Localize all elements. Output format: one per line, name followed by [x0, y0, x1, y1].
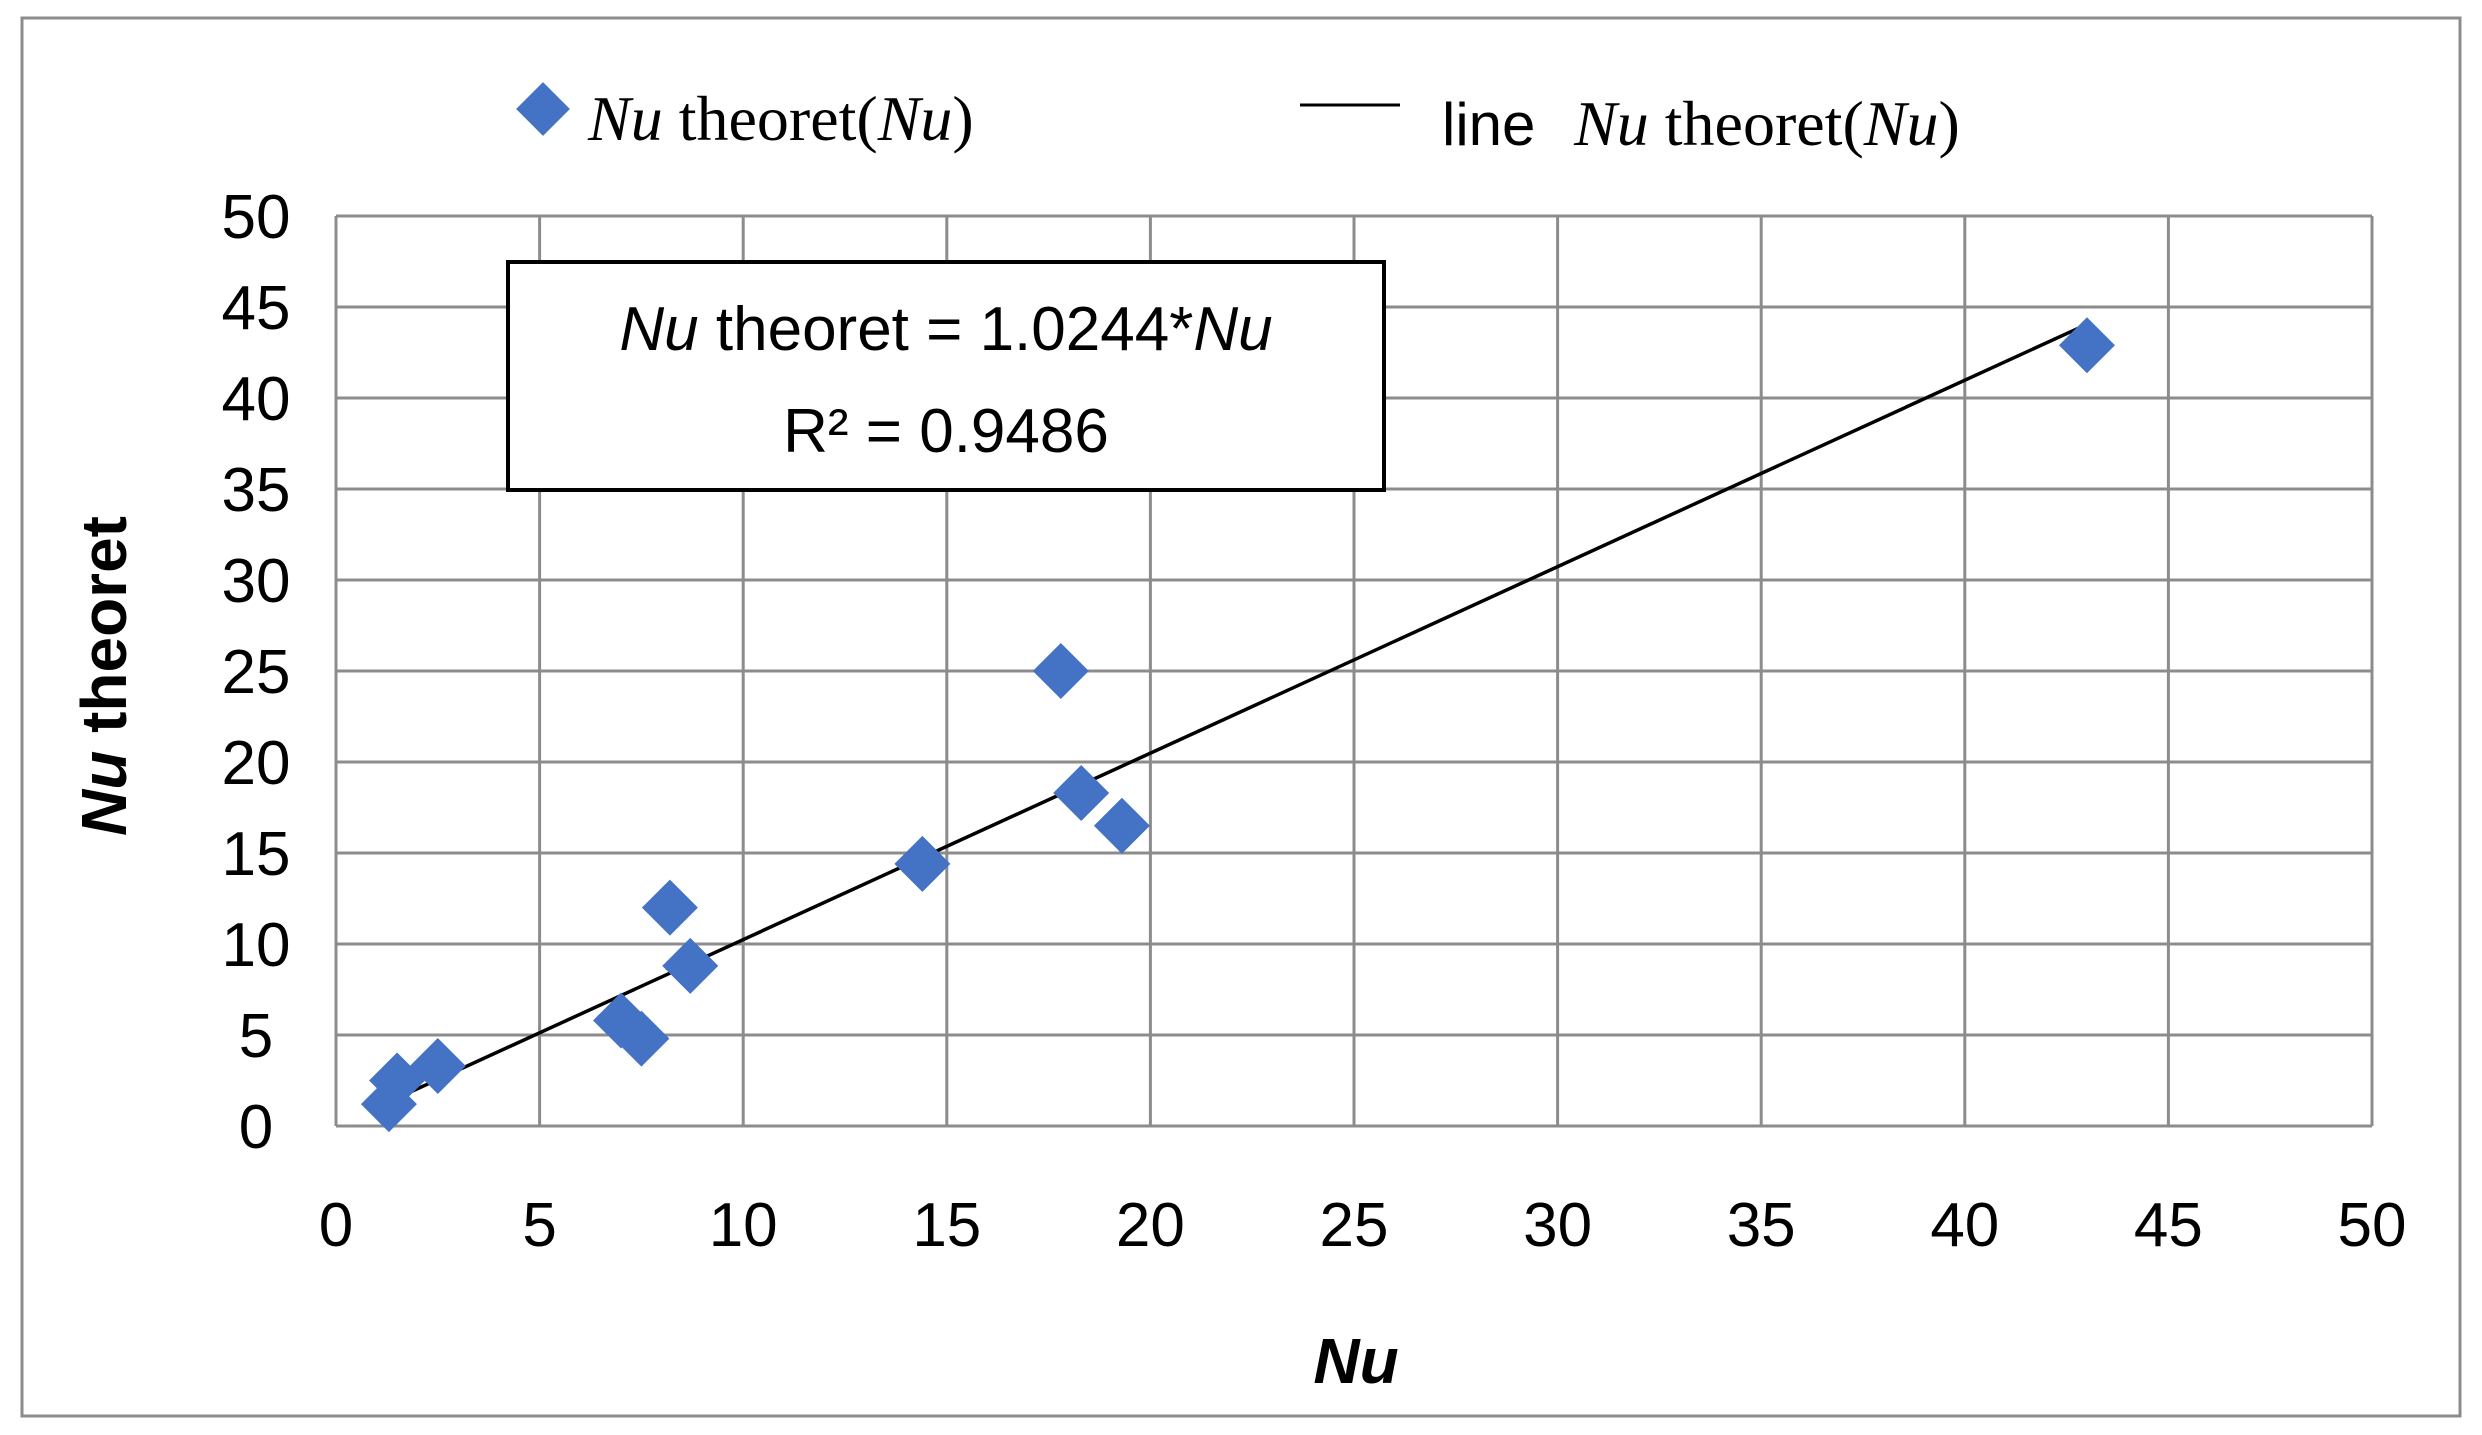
x-tick-label: 0: [319, 1191, 353, 1260]
x-tick-label: 45: [2134, 1191, 2203, 1260]
data-point: [2058, 317, 2115, 374]
x-tick-label: 5: [522, 1191, 556, 1260]
x-tick-label: 40: [1930, 1191, 1999, 1260]
x-tick-label: 20: [1116, 1191, 1185, 1260]
y-tick-label: 20: [222, 729, 291, 798]
legend-series1-label: Nu theoret(Nu): [587, 83, 974, 154]
x-tick-label: 35: [1727, 1191, 1796, 1260]
y-axis-title: Nu theoret: [68, 516, 140, 836]
chart-frame: [20, 16, 2462, 1418]
x-tick-labels: 0 5 10 15 20 25 30 35 40 45 50: [319, 1191, 2407, 1260]
y-tick-label: 50: [222, 183, 291, 252]
data-point: [641, 879, 698, 936]
data-point: [1053, 764, 1110, 821]
data-points: [360, 317, 2115, 1133]
equation-box: [506, 260, 1386, 492]
equation-text: Nu theoret = 1.0244*Nu: [619, 295, 1272, 364]
x-tick-label: 25: [1320, 1191, 1389, 1260]
r-squared-text: R² = 0.9486: [783, 397, 1109, 466]
y-tick-label: 15: [222, 820, 291, 889]
data-point: [409, 1037, 466, 1094]
y-tick-label: 35: [222, 456, 291, 525]
x-tick-label: 50: [2338, 1191, 2407, 1260]
y-tick-labels: 0 5 10 15 20 25 30 35 40 45 50: [222, 183, 291, 1162]
x-tick-label: 15: [912, 1191, 981, 1260]
legend-series2-label: line Nu theoret(Nu): [1442, 88, 1960, 159]
y-tick-label: 0: [239, 1093, 273, 1162]
x-axis-title: Nu: [1313, 1325, 1398, 1397]
x-tick-label: 30: [1523, 1191, 1592, 1260]
y-tick-label: 30: [222, 547, 291, 616]
data-point: [662, 937, 719, 994]
y-tick-label: 45: [222, 274, 291, 343]
y-tick-label: 25: [222, 638, 291, 707]
y-tick-label: 40: [222, 365, 291, 434]
data-point: [613, 1010, 670, 1067]
y-tick-label: 10: [222, 911, 291, 980]
legend: Nu theoret(Nu) line Nu theoret(Nu): [516, 82, 1960, 159]
equation-annotation: Nu theoret = 1.0244*Nu R² = 0.9486: [506, 260, 1386, 492]
x-tick-label: 10: [709, 1191, 778, 1260]
y-tick-label: 5: [239, 1002, 273, 1071]
data-point: [1093, 797, 1150, 854]
data-point: [894, 835, 951, 892]
data-point: [1032, 643, 1089, 699]
